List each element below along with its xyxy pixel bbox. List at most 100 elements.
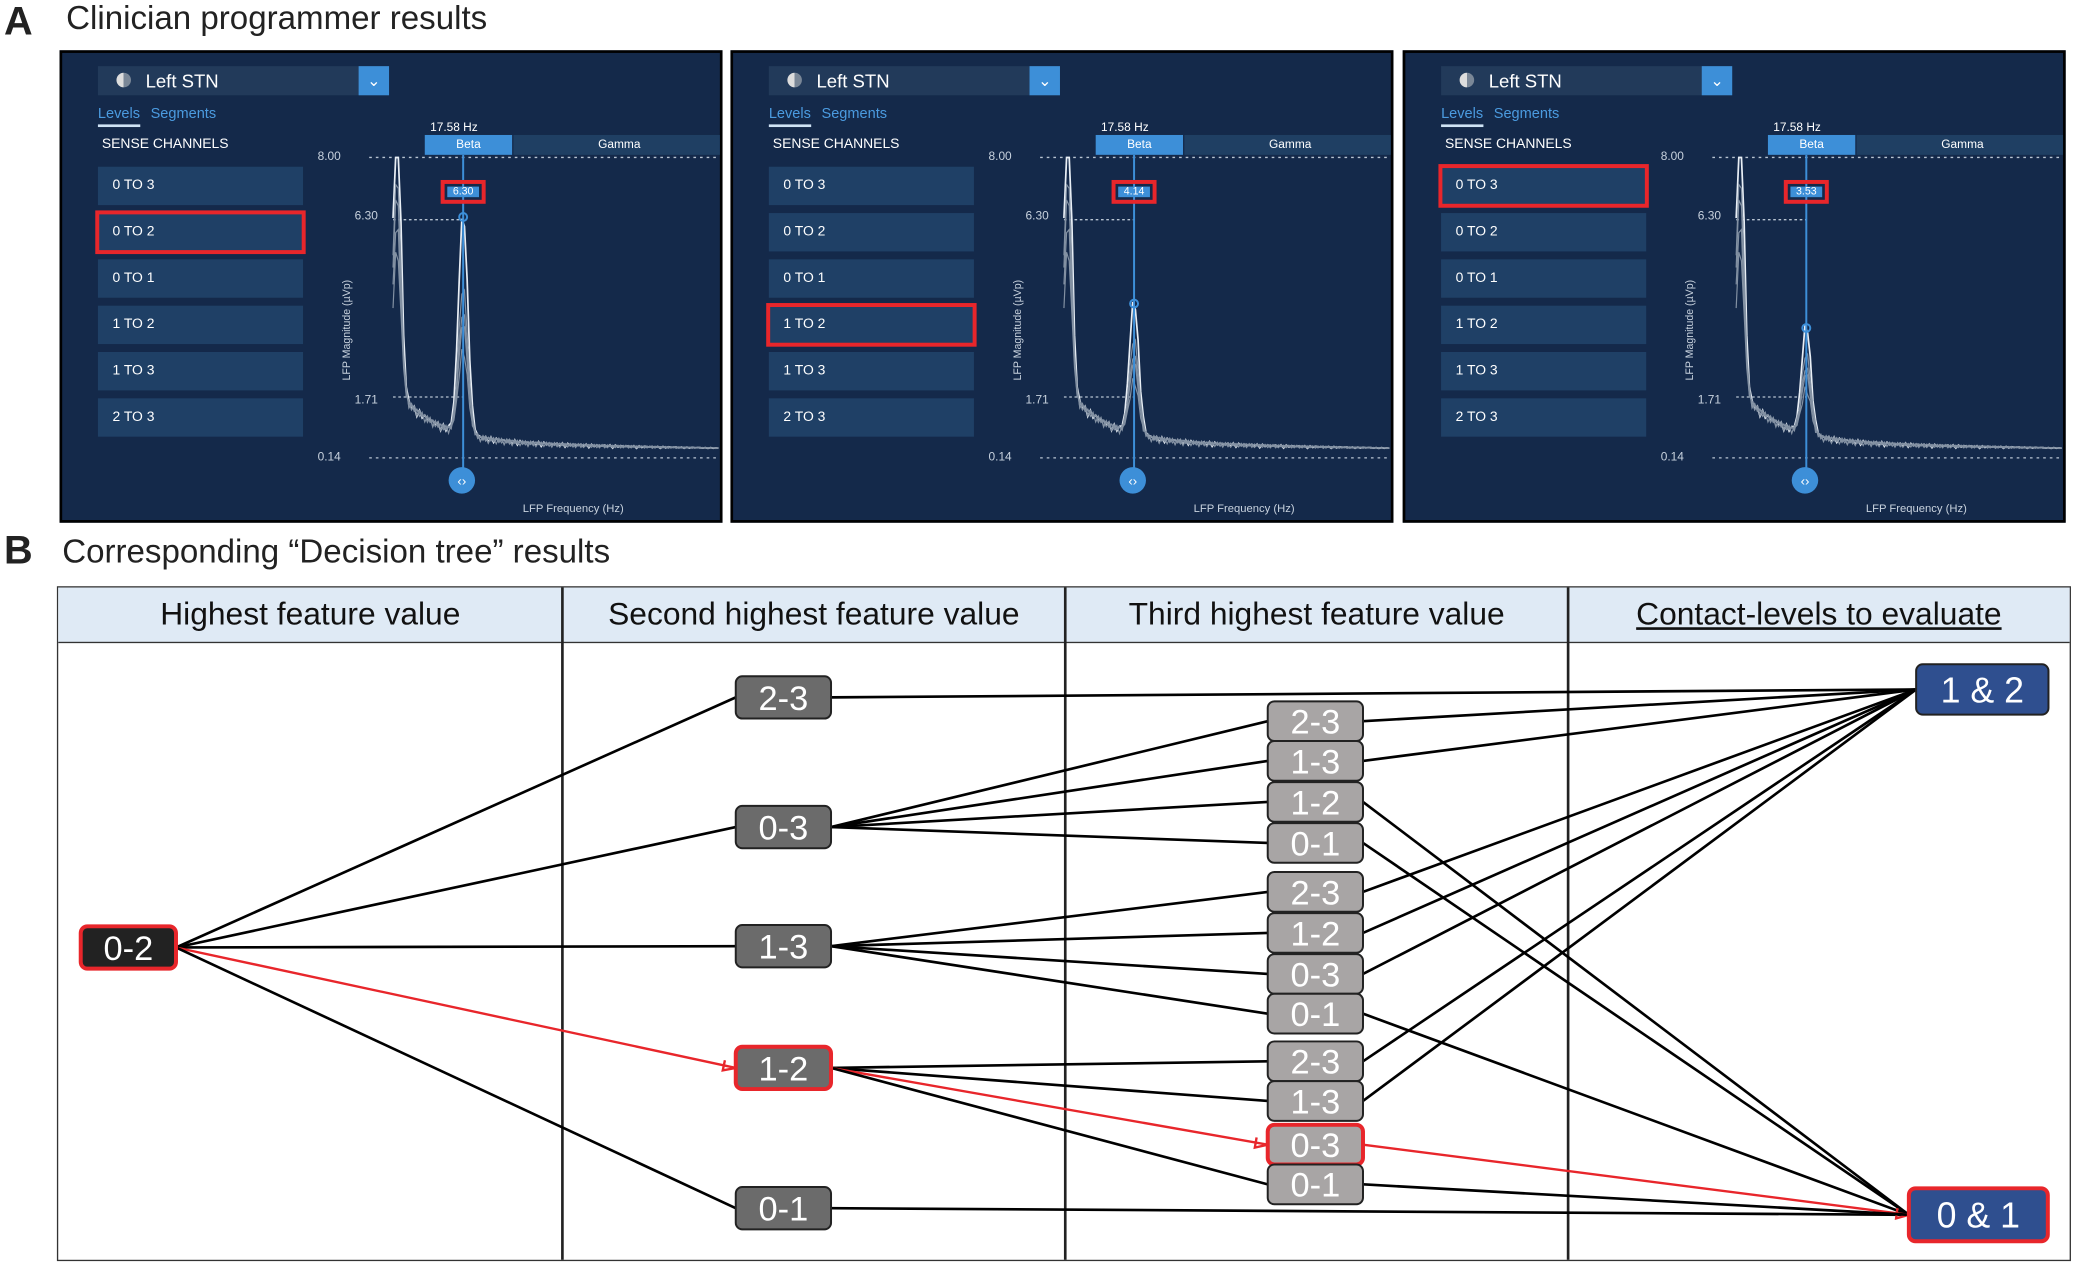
peak-marker (458, 212, 469, 222)
channel-button[interactable]: 0 TO 3 (768, 166, 974, 206)
level2-node: 0-3 (734, 804, 833, 850)
channel-button[interactable]: 0 TO 3 (1438, 164, 1649, 208)
peak-value-box: 4.14 (1111, 179, 1157, 204)
cursor-handle-icon[interactable] (1119, 467, 1146, 494)
level3-node: 1-3 (1266, 740, 1364, 782)
level3-node-label: 2-3 (1291, 704, 1341, 742)
y-tick: 6.30 (1697, 209, 1721, 223)
channel-button[interactable]: 1 TO 3 (1441, 351, 1647, 391)
hemisphere-label: Left STN (1488, 70, 1562, 92)
level3-node: 2-3 (1266, 871, 1364, 913)
column-header-second: Second highest feature value (562, 587, 1066, 644)
chevron-down-icon[interactable]: ⌄ (1029, 66, 1060, 96)
channel-button[interactable]: 0 TO 2 (768, 213, 974, 252)
tree-edge (830, 931, 1268, 948)
tab-segments[interactable]: Segments (150, 105, 217, 122)
level3-node: 0-1 (1266, 992, 1364, 1035)
y-tick: 8.00 (988, 149, 1012, 163)
band-gamma[interactable]: Gamma (1184, 134, 1391, 155)
tree-edge (175, 825, 737, 949)
tree-edge (1362, 688, 1917, 763)
tree-edge (830, 944, 1268, 1015)
column-header-outcome-text: Contact-levels to evaluate (1636, 596, 2002, 633)
cursor-handle-icon[interactable] (448, 467, 476, 494)
y-tick: 6.30 (1025, 209, 1049, 223)
tab-levels[interactable]: Levels (97, 105, 141, 128)
arrowhead-icon (721, 1060, 736, 1072)
tree-edge (1362, 800, 1910, 1216)
level2-node-box (734, 923, 833, 969)
peak-value: 6.30 (447, 186, 480, 198)
hemisphere-dropdown[interactable]: Left STN ⌄ (1441, 66, 1733, 96)
level3-node: 0-3 (1266, 953, 1364, 995)
y-tick: 0.14 (1660, 449, 1684, 464)
chevron-down-icon[interactable]: ⌄ (1701, 66, 1733, 96)
column-divider (561, 587, 564, 1260)
hemisphere-label: Left STN (816, 70, 890, 92)
level2-node-label: 2-3 (759, 680, 809, 718)
peak-value-box: 6.30 (440, 179, 486, 204)
channel-button[interactable]: 0 TO 3 (97, 166, 304, 206)
level3-node: 0-1 (1266, 1163, 1364, 1206)
level2-node: 1-3 (734, 923, 833, 969)
y-tick: 1.71 (1025, 393, 1049, 407)
lfp-spectrum-chart: ‹› (1040, 154, 1391, 494)
chevron-down-icon[interactable]: ⌄ (358, 66, 390, 96)
cursor-handle-icon[interactable] (1791, 467, 1819, 494)
channel-button[interactable]: 0 TO 1 (97, 259, 304, 298)
channel-button[interactable]: 1 TO 2 (97, 305, 304, 345)
tree-edge (831, 1206, 1909, 1217)
channel-button[interactable]: 0 TO 2 (1441, 213, 1647, 252)
channel-button[interactable]: 1 TO 3 (97, 351, 304, 391)
frequency-label: 17.58 Hz (1773, 120, 1821, 134)
hemisphere-icon (1459, 72, 1475, 88)
level2-node-box (734, 804, 833, 850)
hemisphere-dropdown[interactable]: Left STN ⌄ (768, 66, 1060, 96)
sense-channels-label: SENSE CHANNELS (1445, 136, 1572, 153)
channel-button[interactable]: 1 TO 2 (766, 303, 977, 347)
band-beta[interactable]: Beta (1767, 134, 1856, 155)
hemisphere-dropdown[interactable]: Left STN ⌄ (97, 66, 390, 96)
outcome-node: 1 & 2 (1915, 663, 2050, 716)
channel-button[interactable]: 1 TO 2 (1441, 305, 1647, 345)
peak-value: 3.53 (1790, 186, 1823, 198)
level3-node-label: 0-3 (1291, 1127, 1341, 1165)
y-tick: 1.71 (354, 393, 378, 407)
tab-levels[interactable]: Levels (1441, 105, 1484, 128)
outcome-node-label: 0 & 1 (1937, 1196, 2020, 1236)
cursor-arrows-icon: ‹› (1128, 474, 1137, 489)
band-beta[interactable]: Beta (1095, 134, 1184, 155)
column-header-highest: Highest feature value (58, 587, 563, 644)
tab-segments[interactable]: Segments (821, 105, 888, 122)
tab-segments[interactable]: Segments (1493, 105, 1560, 122)
spectrum-trace (1063, 199, 1390, 449)
sense-channels-label: SENSE CHANNELS (772, 136, 900, 153)
tab-levels[interactable]: Levels (768, 105, 811, 128)
highlighted-edge (830, 1066, 1268, 1146)
root-node-box (78, 924, 178, 971)
highlighted-edge (1362, 1143, 1910, 1216)
panel-b-letter: B (3, 529, 33, 573)
peak-marker (1129, 298, 1140, 309)
tree-edge (1362, 688, 1917, 723)
channel-button[interactable]: 1 TO 3 (768, 351, 974, 391)
level3-node-label: 2-3 (1291, 874, 1341, 912)
channel-button[interactable]: 0 TO 1 (1441, 259, 1647, 298)
channel-button[interactable]: 2 TO 3 (768, 398, 974, 437)
tree-edge (1362, 688, 1917, 1063)
tree-edge (830, 825, 1268, 845)
root-node: 0-2 (78, 924, 178, 971)
band-gamma[interactable]: Gamma (1856, 134, 2064, 155)
channel-button[interactable]: 2 TO 3 (97, 398, 304, 437)
band-beta[interactable]: Beta (424, 134, 513, 155)
cursor-arrows-icon: ‹› (1801, 474, 1810, 489)
channel-button[interactable]: 0 TO 2 (95, 210, 306, 255)
channel-button[interactable]: 0 TO 1 (768, 259, 974, 298)
cursor-arrows-icon: ‹› (457, 474, 466, 489)
channel-button[interactable]: 2 TO 3 (1441, 398, 1647, 437)
y-tick: 0.14 (317, 449, 341, 464)
tree-edge (175, 696, 737, 949)
panel-a-title: Clinician programmer results (66, 0, 488, 38)
band-gamma[interactable]: Gamma (513, 134, 720, 155)
level3-node-box (1266, 822, 1364, 864)
